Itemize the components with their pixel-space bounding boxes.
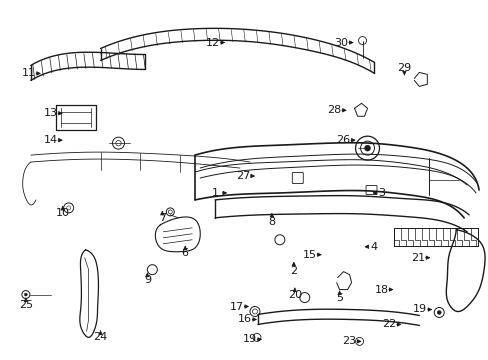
Circle shape bbox=[355, 136, 379, 160]
Text: 29: 29 bbox=[396, 63, 411, 73]
Text: 2: 2 bbox=[290, 266, 297, 276]
Text: 8: 8 bbox=[268, 217, 275, 227]
Text: 12: 12 bbox=[205, 37, 220, 48]
Text: 25: 25 bbox=[19, 300, 33, 310]
Circle shape bbox=[364, 145, 370, 151]
Circle shape bbox=[358, 37, 366, 45]
Text: 5: 5 bbox=[335, 293, 343, 302]
Text: 20: 20 bbox=[287, 289, 301, 300]
Text: 15: 15 bbox=[302, 250, 316, 260]
Circle shape bbox=[66, 206, 71, 210]
Text: 17: 17 bbox=[229, 302, 244, 311]
Circle shape bbox=[249, 306, 260, 316]
Circle shape bbox=[355, 337, 363, 345]
Text: 6: 6 bbox=[182, 248, 188, 258]
Text: 4: 4 bbox=[369, 242, 376, 252]
Circle shape bbox=[436, 310, 440, 315]
Text: 18: 18 bbox=[374, 284, 388, 294]
Text: 3: 3 bbox=[377, 188, 384, 198]
Circle shape bbox=[63, 203, 74, 213]
Text: 1: 1 bbox=[211, 188, 218, 198]
Text: 16: 16 bbox=[238, 314, 251, 324]
Text: 26: 26 bbox=[336, 135, 350, 145]
Text: 24: 24 bbox=[93, 332, 107, 342]
Text: 7: 7 bbox=[159, 213, 165, 223]
Text: 19: 19 bbox=[412, 305, 427, 315]
Text: 19: 19 bbox=[243, 334, 257, 345]
Text: 28: 28 bbox=[327, 105, 341, 115]
Text: 22: 22 bbox=[382, 319, 396, 329]
Circle shape bbox=[252, 309, 257, 314]
Circle shape bbox=[147, 265, 157, 275]
Circle shape bbox=[299, 293, 309, 302]
Circle shape bbox=[166, 208, 174, 216]
Circle shape bbox=[22, 291, 30, 298]
Circle shape bbox=[112, 137, 124, 149]
Text: 13: 13 bbox=[43, 108, 58, 118]
Text: 10: 10 bbox=[56, 208, 70, 218]
Circle shape bbox=[252, 333, 261, 341]
Circle shape bbox=[116, 140, 121, 146]
Circle shape bbox=[168, 210, 172, 214]
Text: 9: 9 bbox=[143, 275, 151, 285]
Text: 27: 27 bbox=[235, 171, 250, 181]
Text: 14: 14 bbox=[43, 135, 58, 145]
Circle shape bbox=[433, 307, 443, 318]
Circle shape bbox=[24, 293, 27, 296]
Text: 11: 11 bbox=[22, 68, 36, 78]
Circle shape bbox=[360, 141, 374, 155]
Text: 30: 30 bbox=[334, 37, 348, 48]
Text: 23: 23 bbox=[342, 336, 356, 346]
FancyBboxPatch shape bbox=[366, 185, 376, 194]
Text: 21: 21 bbox=[410, 253, 425, 263]
FancyBboxPatch shape bbox=[292, 172, 303, 184]
Circle shape bbox=[274, 235, 285, 245]
